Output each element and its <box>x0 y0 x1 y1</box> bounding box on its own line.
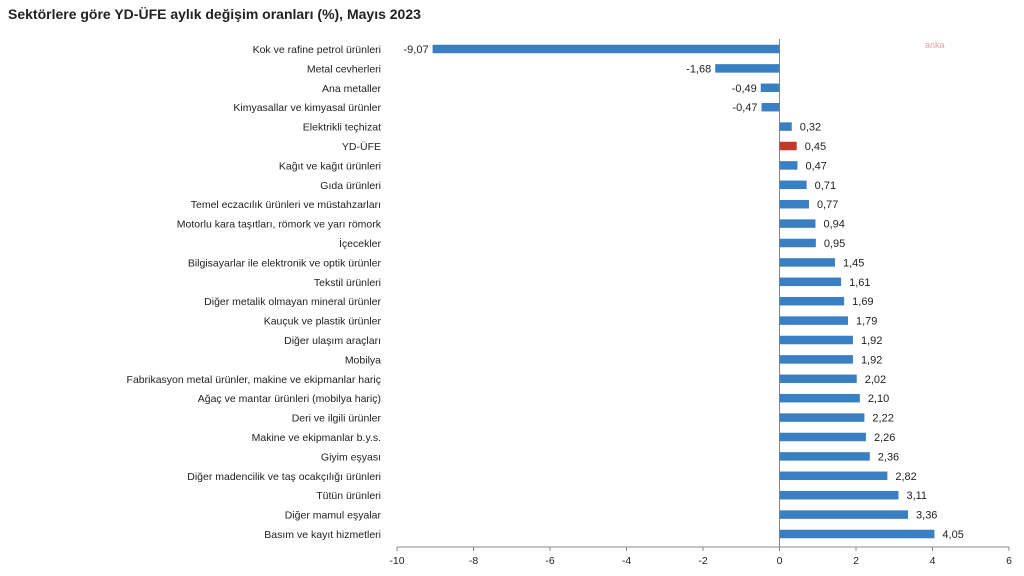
category-label: Mobilya <box>345 354 381 366</box>
data-label: -1,68 <box>686 63 711 75</box>
bar <box>715 64 780 73</box>
data-label: 2,26 <box>874 432 895 444</box>
data-label: 2,10 <box>868 393 889 405</box>
bar <box>779 510 909 519</box>
category-label: Ana metaller <box>322 83 381 95</box>
data-label: 0,32 <box>800 122 821 134</box>
category-label: Diğer ulaşım araçları <box>284 335 381 347</box>
x-tick-label: 4 <box>930 555 936 567</box>
x-tick-label: 6 <box>1006 555 1012 567</box>
data-label: 3,36 <box>916 510 937 522</box>
bar <box>779 258 835 267</box>
bar <box>779 529 935 539</box>
category-label: Metal cevherleri <box>307 63 381 75</box>
bar <box>779 374 857 384</box>
bar <box>779 413 865 422</box>
category-label: Fabrikasyon metal ürünler, makine ve eki… <box>127 374 381 386</box>
x-tick-label: -6 <box>545 555 554 567</box>
bars-layer: Kok ve rafine petrol ürünleri -9,07 Metal … <box>127 39 964 547</box>
data-label: 0,95 <box>824 238 845 250</box>
data-label: 1,45 <box>843 257 864 269</box>
category-label: YD-ÜFE <box>342 141 381 153</box>
data-label: -9,07 <box>403 44 428 56</box>
data-label: 0,45 <box>805 141 826 153</box>
bar <box>779 316 848 325</box>
data-label: 0,94 <box>823 219 844 231</box>
bar <box>779 141 797 151</box>
category-label: Diğer madencilik ve taş ocakçılığı ürünl… <box>187 471 381 483</box>
category-label: İçecekler <box>339 237 382 250</box>
category-label: Deri ve ilgili ürünler <box>292 413 382 425</box>
bar <box>779 432 866 442</box>
category-label: Kimyasallar ve kimyasal ürünler <box>233 102 381 114</box>
bar <box>779 335 853 345</box>
bar <box>761 102 780 112</box>
category-label: Tütün ürünleri <box>316 490 381 502</box>
category-label: Giyim eşyası <box>321 451 381 463</box>
category-label: Elektrikli teçhizat <box>303 122 381 134</box>
category-label: Basım ve kayıt hizmetleri <box>264 529 381 541</box>
data-label: 0,47 <box>805 160 826 172</box>
category-label: Diğer metalik olmayan mineral ürünler <box>204 296 381 308</box>
category-label: Kok ve rafine petrol ürünleri <box>253 44 381 56</box>
data-label: -0,49 <box>732 83 757 95</box>
category-label: Bilgisayarlar ile elektronik ve optik ür… <box>188 257 382 269</box>
x-tick-label: -2 <box>698 555 707 567</box>
bar <box>779 277 842 287</box>
watermark-logo: anka <box>925 40 945 50</box>
bar <box>432 44 780 54</box>
data-label: 1,92 <box>861 354 882 366</box>
data-label: 2,36 <box>878 451 899 463</box>
x-tick-label: 0 <box>777 555 783 567</box>
data-label: 1,69 <box>852 296 873 308</box>
x-axis: -10 -8 -6 -4 -2 0 2 4 6 <box>389 546 1012 567</box>
category-label: Diğer mamul eşyalar <box>285 510 382 522</box>
data-label: 1,92 <box>861 335 882 347</box>
data-label: 2,02 <box>865 374 886 386</box>
x-tick-label: 2 <box>853 555 859 567</box>
bar <box>779 452 870 461</box>
bar <box>779 296 845 306</box>
data-label: -0,47 <box>732 102 757 114</box>
category-label: Makine ve ekipmanlar b.y.s. <box>252 432 381 444</box>
data-label: 1,79 <box>856 316 877 328</box>
data-label: 0,71 <box>815 180 836 192</box>
bar <box>779 471 888 481</box>
chart-title: Sektörlere göre YD-ÜFE aylık değişim ora… <box>8 6 421 22</box>
category-label: Motorlu kara taşıtları, römork ve yarı r… <box>177 219 382 231</box>
x-tick-label: -4 <box>622 555 631 567</box>
bar <box>779 238 816 248</box>
bar <box>779 122 792 131</box>
bar <box>779 180 807 190</box>
category-label: Kauçuk ve plastik ürünler <box>264 316 382 328</box>
bar <box>760 83 780 93</box>
category-label: Tekstil ürünleri <box>314 277 381 289</box>
category-label: Kağıt ve kağıt ürünleri <box>279 160 381 172</box>
data-label: 0,77 <box>817 199 838 211</box>
bar <box>779 393 860 403</box>
bar <box>779 199 809 209</box>
bar <box>779 161 798 170</box>
bar <box>779 355 853 364</box>
category-label: Ağaç ve mantar ürünleri (mobilya hariç) <box>198 393 381 405</box>
category-label: Gıda ürünleri <box>320 180 381 192</box>
bar <box>779 219 816 228</box>
data-label: 2,82 <box>895 471 916 483</box>
bar <box>779 490 899 500</box>
category-label: Temel eczacılık ürünleri ve müstahzarlar… <box>191 199 381 211</box>
x-tick-label: -8 <box>469 555 478 567</box>
data-label: 1,61 <box>849 277 870 289</box>
data-label: 3,11 <box>906 490 927 502</box>
x-tick-label: -10 <box>389 555 404 567</box>
data-label: 4,05 <box>942 529 963 541</box>
data-label: 2,22 <box>872 413 893 425</box>
